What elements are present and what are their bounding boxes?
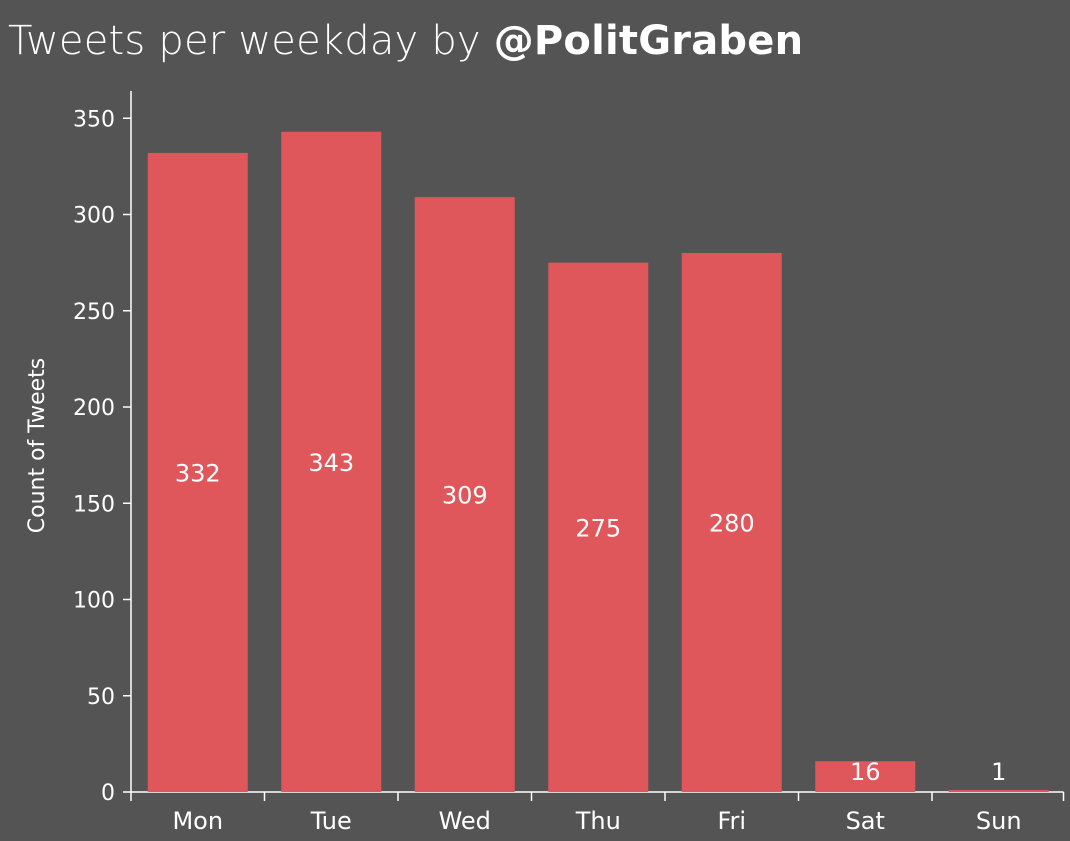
bar-labels: 332 343 309 275 280 16 1 <box>175 449 1007 786</box>
y-tick-label: 150 <box>73 492 115 517</box>
x-tick-label-sun: Sun <box>976 807 1022 835</box>
x-tick-label-sat: Sat <box>846 807 885 835</box>
data-label-sat: 16 <box>850 758 881 786</box>
y-tick-label: 50 <box>87 685 115 710</box>
bar-sun[interactable] <box>948 790 1049 792</box>
data-label-fri: 280 <box>709 510 755 538</box>
y-tick-label: 0 <box>101 781 115 806</box>
x-tick-label-mon: Mon <box>172 807 223 835</box>
y-tick-label: 250 <box>73 300 115 325</box>
data-label-wed: 309 <box>442 482 488 510</box>
y-axis-title: Count of Tweets <box>25 358 50 533</box>
y-axis: 0 50 100 150 200 250 300 350 <box>73 91 132 806</box>
y-tick-label: 100 <box>73 589 115 614</box>
title-handle: @PolitGraben <box>493 18 804 64</box>
y-tick-label: 350 <box>73 107 115 132</box>
x-tick-label-wed: Wed <box>439 807 491 835</box>
data-label-tue: 343 <box>308 449 354 477</box>
bars <box>147 131 1049 793</box>
data-label-mon: 332 <box>175 459 221 487</box>
x-tick-label-fri: Fri <box>717 807 746 835</box>
bar-tue[interactable] <box>281 131 382 793</box>
bar-wed[interactable] <box>414 197 515 793</box>
data-label-sun: 1 <box>991 758 1006 786</box>
x-tick-label-thu: Thu <box>575 807 621 835</box>
y-tick-label: 300 <box>73 204 115 229</box>
bar-mon[interactable] <box>147 152 248 792</box>
x-tick-label-tue: Tue <box>310 807 352 835</box>
chart-title: Tweets per weekday by @PolitGraben <box>8 18 803 64</box>
bar-thu[interactable] <box>548 262 649 792</box>
bar-fri[interactable] <box>681 253 782 792</box>
y-tick-label: 200 <box>73 396 115 421</box>
bar-sat[interactable] <box>815 761 916 792</box>
title-prefix: Tweets per weekday by <box>8 18 494 64</box>
data-label-thu: 275 <box>575 514 621 542</box>
x-axis: Mon Tue Wed Thu Fri Sat Sun <box>130 791 1065 835</box>
